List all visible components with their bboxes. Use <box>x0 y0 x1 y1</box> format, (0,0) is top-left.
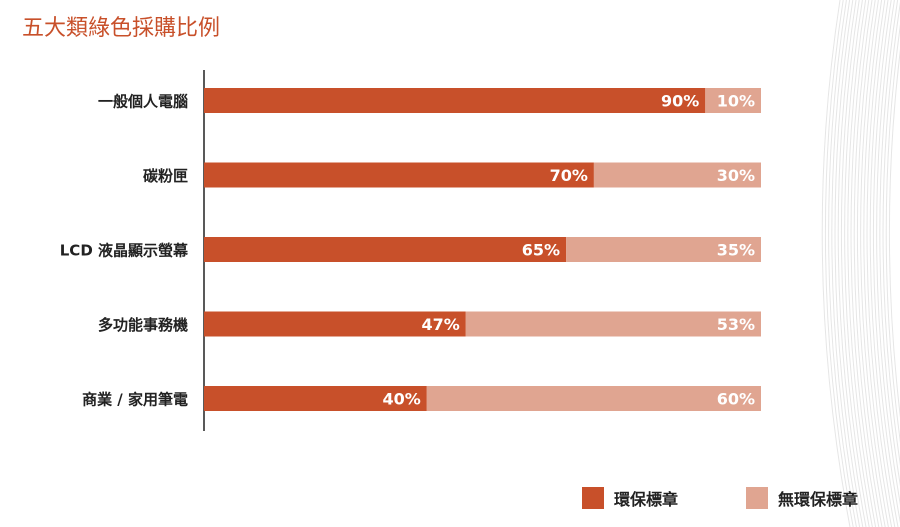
decorative-line <box>831 0 861 527</box>
decorative-line <box>869 0 899 527</box>
decorative-line <box>828 0 857 527</box>
data-label: 53% <box>717 315 755 334</box>
data-label: 10% <box>717 92 755 111</box>
bar-green <box>204 88 706 113</box>
legend-label-non-green: 無環保標章 <box>778 490 859 509</box>
decorative-line <box>824 0 854 527</box>
chart-title: 五大類綠色採購比例 <box>22 16 221 41</box>
data-label: 65% <box>522 241 560 260</box>
bar-green <box>204 386 427 411</box>
category-label: 一般個人電腦 <box>98 93 188 111</box>
decorative-line <box>860 0 889 527</box>
decorative-line <box>840 0 870 527</box>
data-label: 70% <box>550 166 588 185</box>
category-label: 碳粉匣 <box>143 167 188 185</box>
decorative-line <box>888 48 900 418</box>
decorative-line <box>876 0 900 506</box>
decorative-line <box>863 0 893 527</box>
category-label: LCD 液晶顯示螢幕 <box>60 242 189 260</box>
decorative-line <box>856 0 886 527</box>
decorative-line <box>879 0 900 487</box>
bar-green <box>204 237 567 262</box>
decorative-line <box>853 0 883 527</box>
bar-non-green <box>593 162 761 188</box>
bar-non-green <box>426 386 761 411</box>
decorative-line <box>847 0 877 527</box>
decorative-line <box>872 0 900 524</box>
bar-non-green <box>465 311 761 337</box>
data-label: 40% <box>383 390 421 409</box>
bar-green <box>204 311 466 337</box>
legend-swatch-green <box>582 487 604 509</box>
data-label: 30% <box>717 166 755 185</box>
data-label: 35% <box>717 241 755 260</box>
decorative-line <box>882 1 900 466</box>
legend-item-non-green: 無環保標章 <box>746 486 858 510</box>
decorative-line <box>885 24 900 444</box>
decorative-line <box>821 0 851 527</box>
data-label: 60% <box>717 390 755 409</box>
data-label: 90% <box>661 92 699 111</box>
category-label: 多功能事務機 <box>98 316 188 334</box>
category-label: 商業 / 家用筆電 <box>82 391 188 409</box>
bar-non-green <box>705 88 761 113</box>
legend-label-green: 環保標章 <box>614 490 679 509</box>
decorative-line <box>834 0 864 527</box>
decorative-line <box>866 0 896 527</box>
legend-item-green: 環保標章 <box>582 486 678 510</box>
legend-swatch-non-green <box>746 487 768 509</box>
bar-green <box>204 162 594 188</box>
bar-non-green <box>566 237 761 262</box>
decorative-line <box>844 0 873 527</box>
decorative-line <box>850 0 880 527</box>
decorative-line <box>837 0 867 527</box>
data-label: 47% <box>421 315 459 334</box>
